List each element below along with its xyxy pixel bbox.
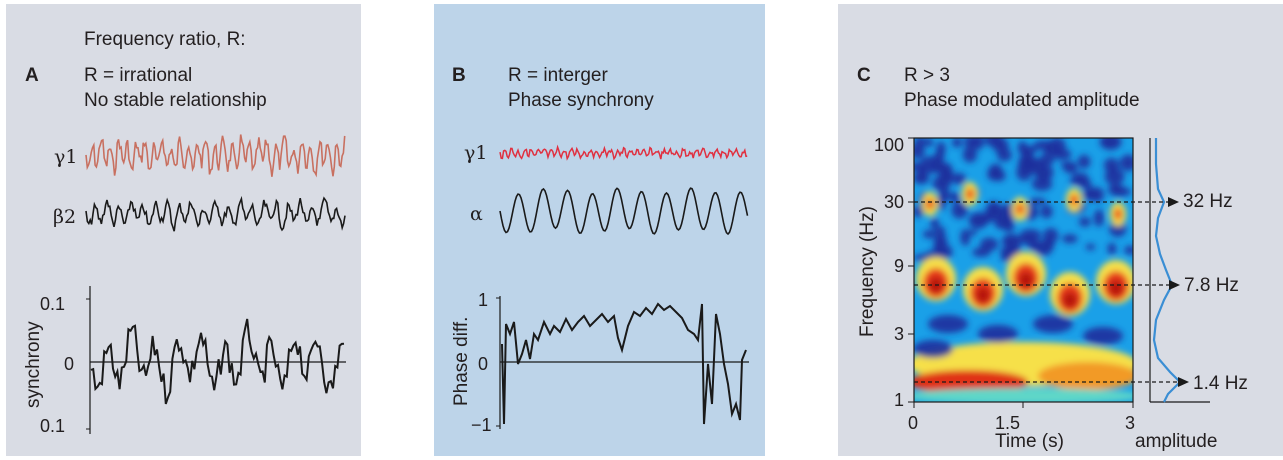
- frequency-ratio-header: Frequency ratio, R:: [84, 29, 246, 50]
- panel-c-letter: C: [857, 65, 871, 86]
- beta2-label: β2: [53, 206, 77, 228]
- phase-diff-trace: [501, 302, 747, 425]
- panel-c: C R > 3 Phase modulated amplitude 100 30…: [838, 4, 1283, 456]
- marker-1-4hz-arrow: [914, 377, 1189, 387]
- marker-1-4hz-label: 1.4 Hz: [1193, 373, 1248, 394]
- marker-32hz-label: 32 Hz: [1183, 191, 1233, 212]
- panel-a-letter: A: [25, 65, 39, 86]
- time-tick-1-5: 1.5: [995, 413, 1021, 433]
- freq-tick-100: 100: [874, 135, 905, 155]
- panel-b-letter: B: [452, 65, 466, 86]
- wavelet-heatmap: [914, 138, 1133, 402]
- freq-tick-3: 3: [894, 324, 905, 344]
- time-tick-0: 0: [908, 413, 919, 433]
- gamma1-label-b: γ1: [464, 142, 488, 164]
- panel-c-condition: R > 3: [904, 65, 950, 86]
- panel-a-plot: [85, 134, 346, 434]
- alpha-label: α: [470, 203, 483, 225]
- amplitude-profile: [1152, 138, 1182, 403]
- synchrony-tick-bottom: 0.1: [40, 416, 66, 436]
- marker-7-8hz-label: 7.8 Hz: [1184, 275, 1239, 296]
- panel-c-plot: [908, 137, 1210, 408]
- panel-b: B R = interger Phase synchrony γ1 α 1 0 …: [434, 4, 765, 456]
- panel-b-description: Phase synchrony: [508, 90, 654, 111]
- freq-tick-1: 1: [894, 390, 905, 410]
- time-axis-label: Time (s): [995, 431, 1064, 452]
- panel-a-description: No stable relationship: [84, 90, 267, 111]
- amplitude-label: amplitude: [1135, 431, 1218, 452]
- synchrony-tick-zero: 0: [64, 354, 75, 374]
- alpha-trace: [499, 187, 749, 236]
- marker-32hz-arrow: [914, 197, 1179, 207]
- freq-tick-9: 9: [894, 256, 905, 276]
- phase-tick-zero: 0: [478, 354, 489, 374]
- synchrony-tick-top: 0.1: [40, 294, 66, 314]
- panel-a-condition: R = irrational: [84, 65, 193, 86]
- panel-b-plot: [496, 144, 749, 429]
- phase-tick-top: 1: [478, 290, 489, 310]
- phase-tick-bottom: −1: [471, 415, 492, 435]
- marker-7-8hz-arrow: [914, 280, 1180, 290]
- gamma1-trace-b: [499, 144, 748, 161]
- freq-tick-30: 30: [884, 192, 905, 212]
- panel-a: Frequency ratio, R: A R = irrational No …: [6, 4, 361, 456]
- panel-b-condition: R = interger: [508, 65, 608, 86]
- synchrony-trace: [90, 318, 345, 405]
- time-tick-3: 3: [1125, 413, 1136, 433]
- gamma1-label: γ1: [54, 146, 78, 168]
- panel-c-description: Phase modulated amplitude: [904, 90, 1140, 111]
- beta2-trace: [85, 195, 346, 232]
- gamma1-trace: [85, 134, 346, 178]
